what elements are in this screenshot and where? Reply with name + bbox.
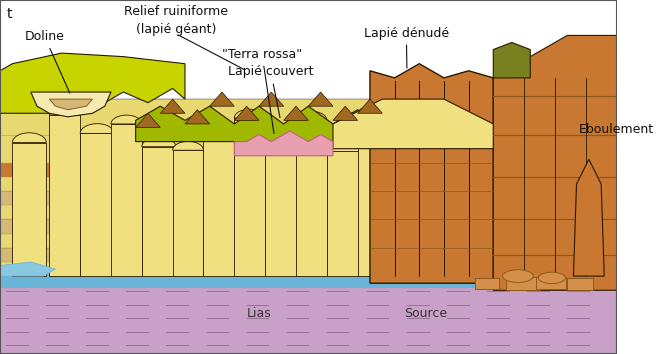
Polygon shape xyxy=(142,137,176,147)
Text: (lapié géant): (lapié géant) xyxy=(135,23,216,36)
Polygon shape xyxy=(503,270,533,282)
Text: Lapié dénudé: Lapié dénudé xyxy=(364,27,449,68)
Polygon shape xyxy=(567,278,593,290)
Polygon shape xyxy=(136,113,160,127)
Text: Lias: Lias xyxy=(247,307,271,320)
Polygon shape xyxy=(173,150,203,276)
Polygon shape xyxy=(50,106,80,115)
Polygon shape xyxy=(389,116,422,126)
Polygon shape xyxy=(358,114,389,276)
Polygon shape xyxy=(136,106,382,142)
Polygon shape xyxy=(537,277,566,289)
Text: "Terra rossa": "Terra rossa" xyxy=(222,48,302,133)
Polygon shape xyxy=(13,143,46,276)
Polygon shape xyxy=(419,136,450,145)
Polygon shape xyxy=(308,92,333,106)
Polygon shape xyxy=(574,159,605,276)
Polygon shape xyxy=(265,125,299,135)
Polygon shape xyxy=(493,35,616,290)
Polygon shape xyxy=(210,92,234,106)
Polygon shape xyxy=(234,106,259,120)
Polygon shape xyxy=(358,105,389,114)
Polygon shape xyxy=(80,133,114,276)
Polygon shape xyxy=(0,219,493,234)
Polygon shape xyxy=(0,99,493,283)
Polygon shape xyxy=(160,99,185,113)
Polygon shape xyxy=(327,152,361,276)
Polygon shape xyxy=(419,145,450,276)
Polygon shape xyxy=(389,126,422,276)
Text: Source: Source xyxy=(404,307,447,320)
Polygon shape xyxy=(173,141,203,150)
Polygon shape xyxy=(31,92,111,117)
Polygon shape xyxy=(539,272,566,284)
Polygon shape xyxy=(296,120,327,276)
Text: Doline: Doline xyxy=(24,30,70,93)
Polygon shape xyxy=(80,124,114,133)
Polygon shape xyxy=(0,248,493,262)
Polygon shape xyxy=(203,130,238,139)
Polygon shape xyxy=(234,131,333,156)
Polygon shape xyxy=(265,135,299,276)
Polygon shape xyxy=(259,92,284,106)
Polygon shape xyxy=(0,262,55,276)
Text: Eboulement: Eboulement xyxy=(578,123,653,136)
Polygon shape xyxy=(493,42,530,78)
Polygon shape xyxy=(0,274,493,287)
Polygon shape xyxy=(142,147,176,276)
Polygon shape xyxy=(333,99,493,149)
Polygon shape xyxy=(370,64,493,283)
Polygon shape xyxy=(358,99,382,113)
Polygon shape xyxy=(111,124,142,276)
Polygon shape xyxy=(0,191,493,205)
Polygon shape xyxy=(327,142,361,152)
Polygon shape xyxy=(284,106,308,120)
Polygon shape xyxy=(296,111,327,120)
Polygon shape xyxy=(333,106,358,120)
Polygon shape xyxy=(50,115,80,276)
Polygon shape xyxy=(50,99,92,110)
Polygon shape xyxy=(0,283,616,354)
Text: t: t xyxy=(6,7,12,21)
Polygon shape xyxy=(475,278,500,289)
Polygon shape xyxy=(234,118,265,276)
Polygon shape xyxy=(203,139,238,276)
Polygon shape xyxy=(13,133,46,143)
Polygon shape xyxy=(0,53,185,113)
Polygon shape xyxy=(506,277,539,290)
Polygon shape xyxy=(0,163,493,177)
Polygon shape xyxy=(234,109,265,118)
Polygon shape xyxy=(185,110,210,124)
Text: Lapié couvert: Lapié couvert xyxy=(228,65,314,118)
Text: Relief ruiniforme: Relief ruiniforme xyxy=(123,5,228,18)
Polygon shape xyxy=(111,115,142,124)
